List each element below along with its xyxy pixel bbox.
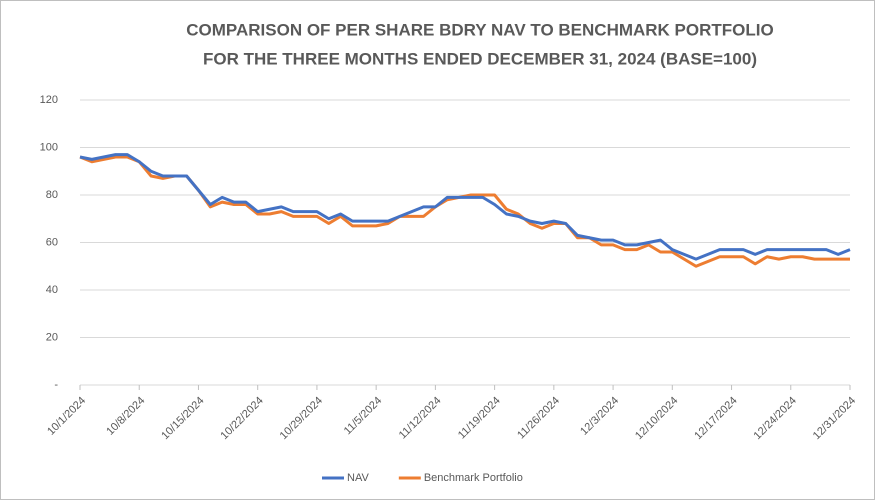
- legend-label: NAV: [347, 472, 369, 484]
- chart-title: FOR THE THREE MONTHS ENDED DECEMBER 31, …: [203, 49, 757, 68]
- series-line: [79, 153, 851, 261]
- y-tick-label: 80: [46, 189, 58, 201]
- y-tick-label: -: [54, 379, 58, 391]
- y-tick-label: 120: [40, 94, 58, 106]
- y-tick-label: 40: [46, 284, 58, 296]
- y-tick-label: 100: [40, 141, 58, 153]
- y-tick-label: 60: [46, 236, 58, 248]
- y-tick-label: 20: [46, 331, 58, 343]
- legend-label: Benchmark Portfolio: [424, 472, 523, 484]
- chart-title: COMPARISON OF PER SHARE BDRY NAV TO BENC…: [186, 20, 773, 39]
